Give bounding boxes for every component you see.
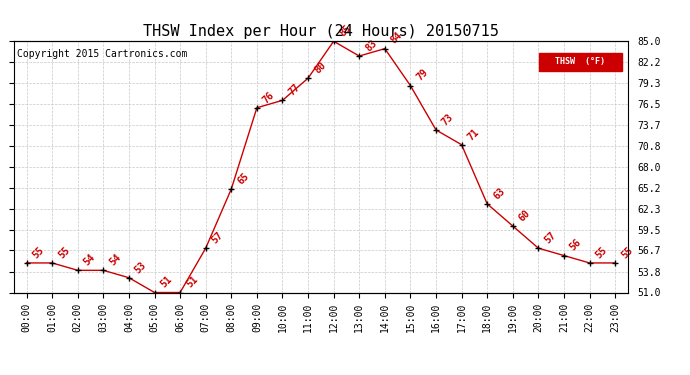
- Text: 60: 60: [517, 208, 532, 223]
- Text: 51: 51: [184, 274, 199, 290]
- Text: 73: 73: [440, 112, 455, 127]
- Title: THSW Index per Hour (24 Hours) 20150715: THSW Index per Hour (24 Hours) 20150715: [143, 24, 499, 39]
- Text: 55: 55: [619, 245, 635, 260]
- Text: 55: 55: [57, 245, 72, 260]
- Text: 54: 54: [82, 252, 97, 267]
- Text: 51: 51: [159, 274, 174, 290]
- Text: THSW  (°F): THSW (°F): [555, 57, 605, 66]
- Text: 77: 77: [286, 82, 302, 98]
- FancyBboxPatch shape: [539, 53, 622, 71]
- Text: 85: 85: [338, 23, 353, 39]
- Text: 65: 65: [235, 171, 251, 186]
- Text: 83: 83: [364, 38, 379, 53]
- Text: 54: 54: [108, 252, 123, 267]
- Text: 56: 56: [568, 237, 584, 253]
- Text: 80: 80: [312, 60, 328, 75]
- Text: Copyright 2015 Cartronics.com: Copyright 2015 Cartronics.com: [17, 49, 187, 59]
- Text: 55: 55: [593, 245, 609, 260]
- Text: 55: 55: [31, 245, 46, 260]
- Text: 53: 53: [133, 260, 148, 275]
- Text: 57: 57: [542, 230, 558, 245]
- Text: 63: 63: [491, 186, 506, 201]
- Text: 76: 76: [261, 90, 277, 105]
- Text: 84: 84: [389, 30, 404, 46]
- Text: 57: 57: [210, 230, 225, 245]
- Text: 71: 71: [466, 126, 481, 142]
- Text: 79: 79: [415, 68, 430, 83]
